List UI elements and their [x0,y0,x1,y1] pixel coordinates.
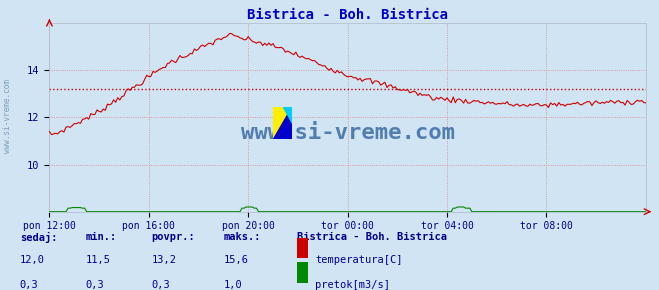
Text: www.si-vreme.com: www.si-vreme.com [3,79,13,153]
Title: Bistrica - Boh. Bistrica: Bistrica - Boh. Bistrica [247,8,448,22]
Text: 13,2: 13,2 [152,255,177,265]
Text: 1,0: 1,0 [224,280,243,290]
Text: www.si-vreme.com: www.si-vreme.com [241,123,455,142]
Text: 0,3: 0,3 [20,280,38,290]
Polygon shape [273,107,292,139]
Text: Bistrica - Boh. Bistrica: Bistrica - Boh. Bistrica [297,232,447,242]
Text: 0,3: 0,3 [152,280,170,290]
Text: povpr.:: povpr.: [152,232,195,242]
Text: 12,0: 12,0 [20,255,45,265]
Text: min.:: min.: [86,232,117,242]
FancyBboxPatch shape [297,262,308,283]
Text: 11,5: 11,5 [86,255,111,265]
Text: 0,3: 0,3 [86,280,104,290]
Text: sedaj:: sedaj: [20,232,57,243]
FancyBboxPatch shape [297,238,308,258]
Text: 15,6: 15,6 [224,255,249,265]
Text: maks.:: maks.: [224,232,262,242]
Text: pretok[m3/s]: pretok[m3/s] [315,280,390,290]
Polygon shape [283,107,292,123]
Text: temperatura[C]: temperatura[C] [315,255,403,265]
Polygon shape [273,107,292,139]
